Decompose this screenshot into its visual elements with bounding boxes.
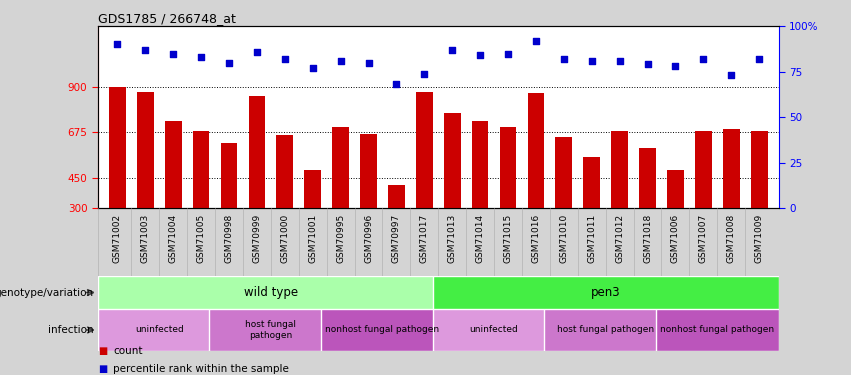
Text: GSM71006: GSM71006 [671, 213, 680, 263]
Bar [444, 113, 460, 208]
Bar [388, 185, 405, 208]
Point [752, 56, 766, 62]
Point [167, 51, 180, 57]
Bar [98, 276, 444, 309]
Bar [109, 87, 126, 208]
Text: GSM70999: GSM70999 [253, 213, 261, 263]
Text: GDS1785 / 266748_at: GDS1785 / 266748_at [98, 12, 236, 25]
Point [250, 49, 264, 55]
Point [501, 51, 515, 57]
Text: GSM70997: GSM70997 [392, 213, 401, 263]
Bar [321, 309, 444, 351]
Text: GSM71000: GSM71000 [280, 213, 289, 263]
Text: GSM70996: GSM70996 [364, 213, 373, 263]
Text: ■: ■ [98, 364, 107, 374]
Point [669, 63, 683, 69]
Bar [248, 96, 266, 208]
Bar [695, 131, 711, 208]
Bar [583, 157, 600, 208]
Bar [545, 309, 667, 351]
Bar [722, 129, 740, 208]
Text: GSM71011: GSM71011 [587, 213, 597, 263]
Text: GSM71017: GSM71017 [420, 213, 429, 263]
Text: uninfected: uninfected [470, 326, 518, 334]
Bar [656, 309, 779, 351]
Text: GSM71002: GSM71002 [113, 213, 122, 262]
Bar [528, 93, 545, 208]
Point [418, 70, 431, 76]
Point [724, 72, 738, 78]
Text: GSM71012: GSM71012 [615, 213, 624, 262]
Text: GSM71004: GSM71004 [168, 213, 178, 262]
Bar [667, 170, 684, 208]
Bar [360, 134, 377, 208]
Text: uninfected: uninfected [134, 326, 184, 334]
Bar [751, 131, 768, 208]
Bar [416, 92, 432, 208]
Text: GSM71010: GSM71010 [559, 213, 568, 263]
Bar [332, 127, 349, 208]
Bar [432, 276, 779, 309]
Point [696, 56, 710, 62]
Bar [192, 131, 209, 208]
Text: wild type: wild type [243, 286, 298, 299]
Text: pen3: pen3 [591, 286, 620, 299]
Bar [277, 135, 294, 208]
Bar [471, 121, 488, 208]
Bar [220, 144, 237, 208]
Text: nonhost fungal pathogen: nonhost fungal pathogen [660, 326, 774, 334]
Text: GSM71003: GSM71003 [140, 213, 150, 263]
Text: infection: infection [48, 325, 94, 335]
Point [194, 54, 208, 60]
Point [334, 58, 347, 64]
Point [111, 42, 124, 48]
Bar [98, 309, 220, 351]
Bar [209, 309, 332, 351]
Point [390, 81, 403, 87]
Point [306, 65, 319, 71]
Bar [500, 127, 517, 208]
Text: GSM71014: GSM71014 [476, 213, 484, 262]
Point [473, 53, 487, 58]
Text: GSM71005: GSM71005 [197, 213, 206, 263]
Text: percentile rank within the sample: percentile rank within the sample [113, 364, 289, 374]
Bar [432, 309, 556, 351]
Bar [556, 137, 572, 208]
Text: GSM70998: GSM70998 [225, 213, 233, 263]
Bar [611, 131, 628, 208]
Text: GSM71018: GSM71018 [643, 213, 652, 263]
Point [278, 56, 292, 62]
Point [585, 58, 598, 64]
Point [613, 58, 626, 64]
Text: genotype/variation: genotype/variation [0, 288, 94, 297]
Point [362, 60, 375, 66]
Text: host fungal
pathogen: host fungal pathogen [245, 320, 296, 340]
Point [557, 56, 571, 62]
Text: GSM71009: GSM71009 [755, 213, 763, 263]
Text: ■: ■ [98, 346, 107, 356]
Text: nonhost fungal pathogen: nonhost fungal pathogen [325, 326, 439, 334]
Point [222, 60, 236, 66]
Text: GSM71013: GSM71013 [448, 213, 457, 263]
Text: host fungal pathogen: host fungal pathogen [557, 326, 654, 334]
Text: GSM71001: GSM71001 [308, 213, 317, 263]
Point [139, 47, 152, 53]
Text: GSM71015: GSM71015 [504, 213, 512, 263]
Text: GSM70995: GSM70995 [336, 213, 346, 263]
Text: count: count [113, 346, 143, 356]
Text: GSM71008: GSM71008 [727, 213, 736, 263]
Point [641, 62, 654, 68]
Bar [137, 92, 154, 208]
Text: GSM71016: GSM71016 [531, 213, 540, 263]
Point [445, 47, 459, 53]
Bar [639, 147, 656, 208]
Point [529, 38, 543, 44]
Bar [165, 121, 181, 208]
Text: GSM71007: GSM71007 [699, 213, 708, 263]
Bar [305, 170, 321, 208]
